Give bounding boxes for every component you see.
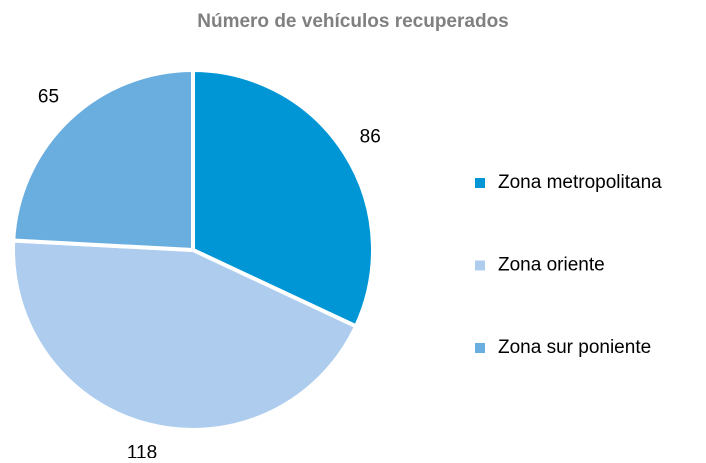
pie-slice (11, 67, 195, 253)
legend-swatch (475, 343, 485, 353)
pie-slice (191, 67, 375, 329)
pie-slice (11, 238, 359, 432)
chart-title: Número de vehículos recuperados (197, 11, 509, 32)
legend-swatch (475, 178, 485, 188)
legend-label: Zona oriente (498, 255, 605, 276)
legend-label: Zona metropolitana (498, 172, 662, 193)
data-label: 86 (360, 126, 381, 147)
data-label: 118 (127, 443, 157, 458)
data-label: 65 (38, 87, 59, 108)
legend-label: Zona sur poniente (498, 337, 651, 358)
legend-swatch (475, 260, 485, 271)
